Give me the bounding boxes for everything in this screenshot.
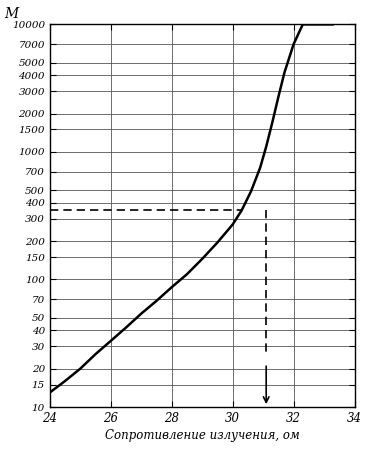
X-axis label: Сопротивление излучения, ом: Сопротивление излучения, ом — [105, 429, 300, 442]
Text: М: М — [4, 7, 18, 21]
